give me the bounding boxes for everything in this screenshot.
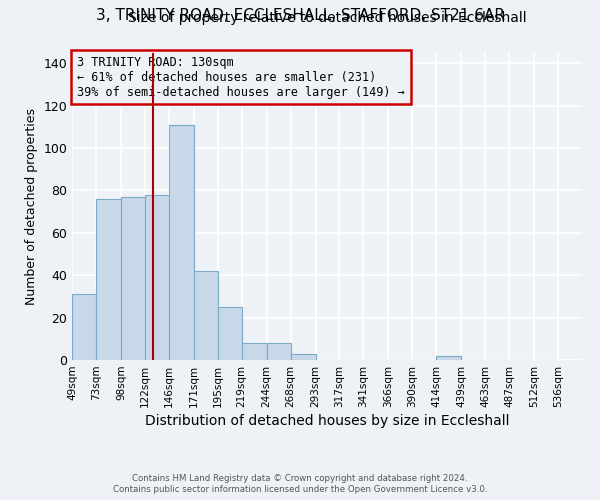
Text: 3, TRINITY ROAD, ECCLESHALL, STAFFORD, ST21 6AR: 3, TRINITY ROAD, ECCLESHALL, STAFFORD, S… (95, 8, 505, 22)
Bar (96, 199, 121, 360)
Bar (121, 196, 145, 360)
Bar (145, 194, 169, 360)
Text: 3 TRINITY ROAD: 130sqm
← 61% of detached houses are smaller (231)
39% of semi-de: 3 TRINITY ROAD: 130sqm ← 61% of detached… (77, 56, 405, 98)
Bar (436, 356, 461, 360)
Bar (266, 343, 290, 360)
Text: Contains HM Land Registry data © Crown copyright and database right 2024.
Contai: Contains HM Land Registry data © Crown c… (113, 474, 487, 494)
X-axis label: Distribution of detached houses by size in Eccleshall: Distribution of detached houses by size … (145, 414, 509, 428)
Bar (169, 124, 194, 360)
Bar (218, 307, 242, 360)
Bar (290, 354, 316, 360)
Bar (242, 343, 266, 360)
Title: Size of property relative to detached houses in Eccleshall: Size of property relative to detached ho… (128, 11, 526, 25)
Bar (72, 294, 96, 360)
Y-axis label: Number of detached properties: Number of detached properties (25, 108, 38, 304)
Bar (194, 271, 218, 360)
